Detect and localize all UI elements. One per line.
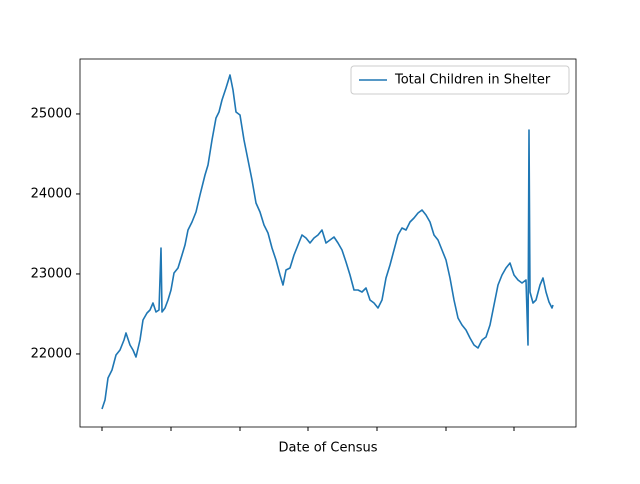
y-tick-label: 23000: [31, 266, 72, 281]
y-tick-label: 24000: [31, 186, 72, 201]
line: [101, 74, 554, 410]
y-tick-label: 25000: [31, 106, 72, 121]
y-tick-label: 22000: [31, 346, 72, 361]
legend-label: Total Children in Shelter: [394, 73, 551, 88]
legend-box: [350, 65, 570, 95]
plot-frame: [79, 58, 577, 428]
x-axis-label: Date of Census: [279, 441, 378, 456]
